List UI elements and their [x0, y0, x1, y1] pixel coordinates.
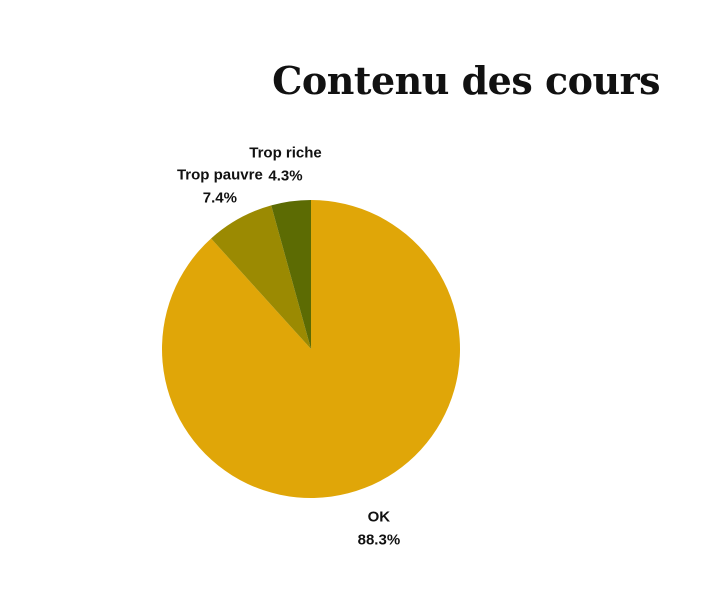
slice-label-value: 4.3% — [268, 168, 302, 185]
slice-label-name: Trop riche — [249, 145, 322, 162]
slice-label-name: OK — [368, 508, 391, 525]
pie-labels: OK 88.3% Trop pauvre 7.4% Trop riche 4.3% — [177, 145, 400, 549]
slice-label-name: Trop pauvre — [177, 166, 263, 183]
slice-label-value: 7.4% — [203, 189, 237, 206]
pie-slice-trop-pauvre — [211, 205, 311, 349]
pie-slice-trop-riche — [271, 200, 311, 349]
slice-label-value: 88.3% — [358, 531, 401, 548]
chart-title: Contenu des cours — [272, 58, 660, 103]
pie-slice-ok — [162, 200, 461, 499]
pie-slices — [162, 200, 461, 499]
